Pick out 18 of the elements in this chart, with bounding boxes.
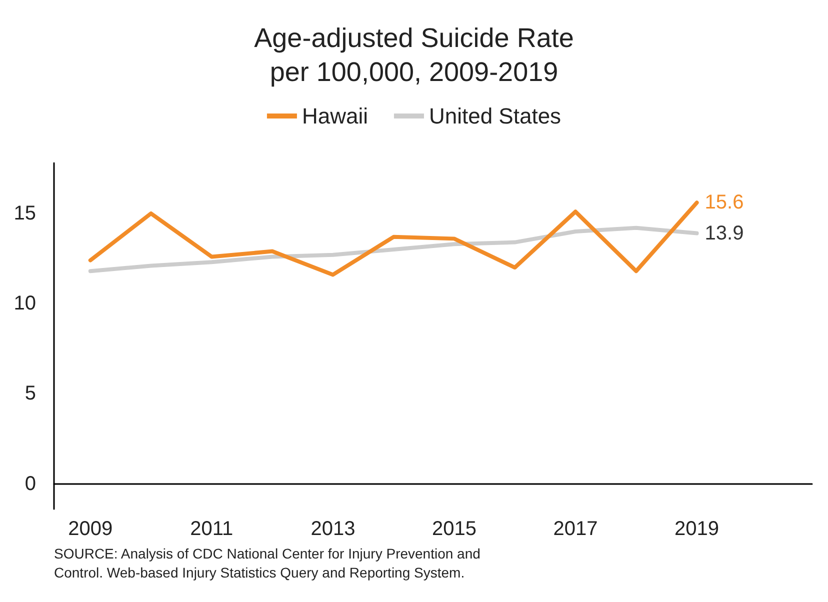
source-note: SOURCE: Analysis of CDC National Center for Injury Prevention and Control. Web-based Injury Statistics Query and Reporting System. (54, 546, 480, 580)
line-series (88, 226, 699, 274)
x-tick-label: 2015 (432, 518, 476, 540)
legend-label: United States (428, 104, 562, 128)
chart-title: Age-adjusted Suicide Rate per 100,000, 2009-2019 (254, 23, 574, 87)
x-tick-label: 2009 (68, 518, 113, 540)
data-label: 13.9 (704, 222, 744, 244)
x-tick-label: 2019 (674, 518, 720, 540)
y-tick-label: 10 (14, 292, 36, 315)
x-tick-label: 2017 (553, 518, 598, 540)
line-series (88, 200, 699, 277)
x-tick-label: 2011 (190, 518, 234, 540)
data-label: 15.6 (704, 192, 744, 214)
legend-label: Hawaii (302, 104, 368, 128)
y-tick-label: 0 (24, 472, 36, 495)
y-tick-label: 5 (24, 382, 36, 405)
y-tick-label: 15 (14, 202, 36, 224)
x-tick-label: 2013 (310, 518, 356, 540)
